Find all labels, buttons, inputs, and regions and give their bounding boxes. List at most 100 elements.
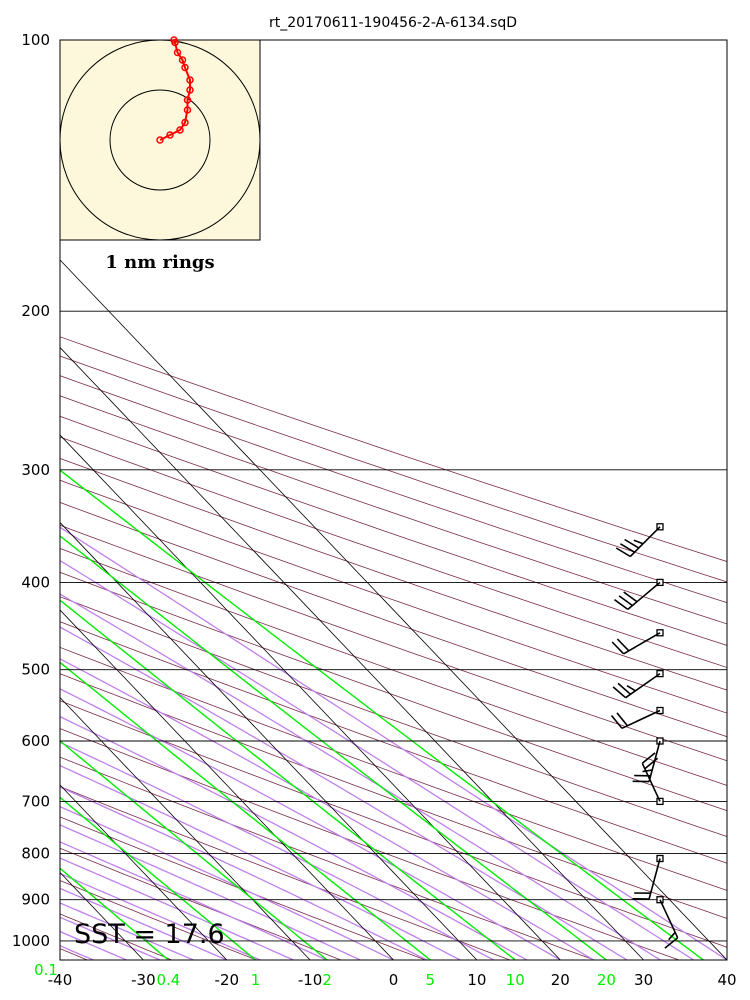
moist-adiabat (60, 526, 727, 960)
wind-barb-staff (623, 632, 661, 655)
hodograph-ring (59, 39, 261, 241)
moist-adiabat (60, 764, 461, 960)
wind-barb-flag (616, 712, 629, 727)
mixing-ratio-line (60, 739, 328, 960)
wind-barb-flag (615, 547, 631, 558)
moist-adiabat (60, 857, 294, 960)
x-tick-label: -30 (131, 971, 156, 989)
y-tick-label: 700 (21, 792, 50, 810)
wind-barb-staff (659, 899, 679, 939)
wind-barb-flag (610, 714, 623, 729)
x-tick-label: 10 (467, 971, 486, 989)
dry-adiabat (60, 786, 511, 960)
hodograph-point (183, 106, 192, 114)
wind-barb-flag (626, 685, 636, 692)
y-tick-label: 400 (21, 573, 50, 591)
dry-adiabat (60, 880, 257, 960)
y-tick-label: 100 (21, 31, 50, 49)
wind-barb-flag (644, 757, 659, 770)
hodograph-point (166, 131, 174, 139)
moist-adiabat (60, 741, 494, 960)
chart-title: rt_20170611-190456-2-A-6134.sqD (269, 15, 517, 31)
hodograph-point (176, 126, 184, 134)
wind-barb-flag (623, 591, 638, 603)
moist-adiabat (60, 559, 694, 960)
moist-adiabat (60, 959, 61, 960)
hodograph-point (170, 36, 178, 44)
moist-adiabat (60, 658, 594, 960)
wind-barb (610, 706, 664, 730)
wind-barb-flag (633, 539, 644, 545)
moist-adiabat (60, 593, 661, 960)
wind-barb-flag (618, 595, 633, 607)
dry-adiabat (60, 700, 727, 948)
wind-barb-flag (668, 931, 676, 941)
mixing-ratio-label: 0.1 (34, 961, 58, 979)
wind-barb-flag (624, 538, 640, 549)
moist-adiabat (60, 841, 328, 960)
wind-barb-flag (642, 769, 653, 773)
mixing-ratio-line (60, 535, 607, 960)
hodograph-ring (109, 89, 211, 191)
dry-adiabat (60, 336, 727, 562)
sst-label: SST = 17.6 (74, 919, 225, 950)
mixing-ratio-line (60, 469, 704, 960)
dry-adiabat (60, 673, 727, 919)
wind-barb-staff (641, 762, 661, 802)
mixing-ratio-label: 1 (251, 971, 261, 989)
mixing-ratio-line (60, 661, 431, 960)
mixing-ratio-label: 5 (426, 971, 436, 989)
wind-barb-flag (619, 543, 635, 553)
dry-adiabat (60, 571, 727, 812)
hodograph-point (186, 86, 194, 94)
wind-barb-flag (611, 641, 625, 655)
wind-barb-staff (625, 672, 661, 699)
x-tick-label: 20 (551, 971, 570, 989)
isotherm (60, 259, 727, 960)
moist-adiabat (60, 688, 561, 960)
x-tick-label: 0 (389, 971, 399, 989)
wind-barb-flag (612, 686, 627, 699)
isotherm (60, 959, 61, 960)
wind-barb-staff (621, 709, 661, 730)
wind-barb-flag (664, 937, 679, 949)
dry-adiabat (60, 621, 727, 864)
mixing-ratio-label: 2 (322, 971, 332, 989)
mixing-ratio-line (0, 311, 51, 960)
y-tick-label: 900 (21, 891, 50, 909)
dry-adiabat (60, 646, 727, 891)
wind-barb-flag (641, 752, 656, 764)
moist-adiabat (60, 805, 394, 960)
x-tick-label: -40 (48, 971, 73, 989)
wind-barb-staff (629, 526, 661, 558)
hodograph-point (181, 118, 189, 127)
isotherm (60, 346, 644, 960)
hodograph-point (173, 48, 182, 57)
hodograph-point (178, 56, 187, 64)
y-tick-label: 600 (21, 732, 50, 750)
moist-adiabat (60, 887, 228, 960)
mixing-ratio-line (60, 867, 169, 960)
y-tick-label: 800 (21, 845, 50, 863)
isotherm (60, 696, 311, 960)
isotherm (60, 784, 228, 960)
wind-barb-staff (648, 858, 661, 900)
hodograph-point (186, 76, 194, 84)
y-tick-label: 300 (21, 461, 50, 479)
wind-barb-flag (616, 638, 630, 652)
x-tick-label: 30 (634, 971, 653, 989)
mixing-ratio-line (60, 599, 516, 960)
dry-adiabat (60, 395, 727, 625)
dry-adiabat (60, 548, 727, 786)
wind-barb-flag (617, 682, 632, 695)
hodograph-point (183, 96, 192, 104)
wind-barb-flag (614, 599, 629, 611)
isotherm (60, 434, 561, 960)
mixing-ratio-line (60, 796, 256, 960)
moist-adiabat (60, 626, 628, 960)
dry-adiabat (60, 596, 727, 837)
y-tick-label: 200 (21, 302, 50, 320)
isotherm (60, 521, 478, 960)
